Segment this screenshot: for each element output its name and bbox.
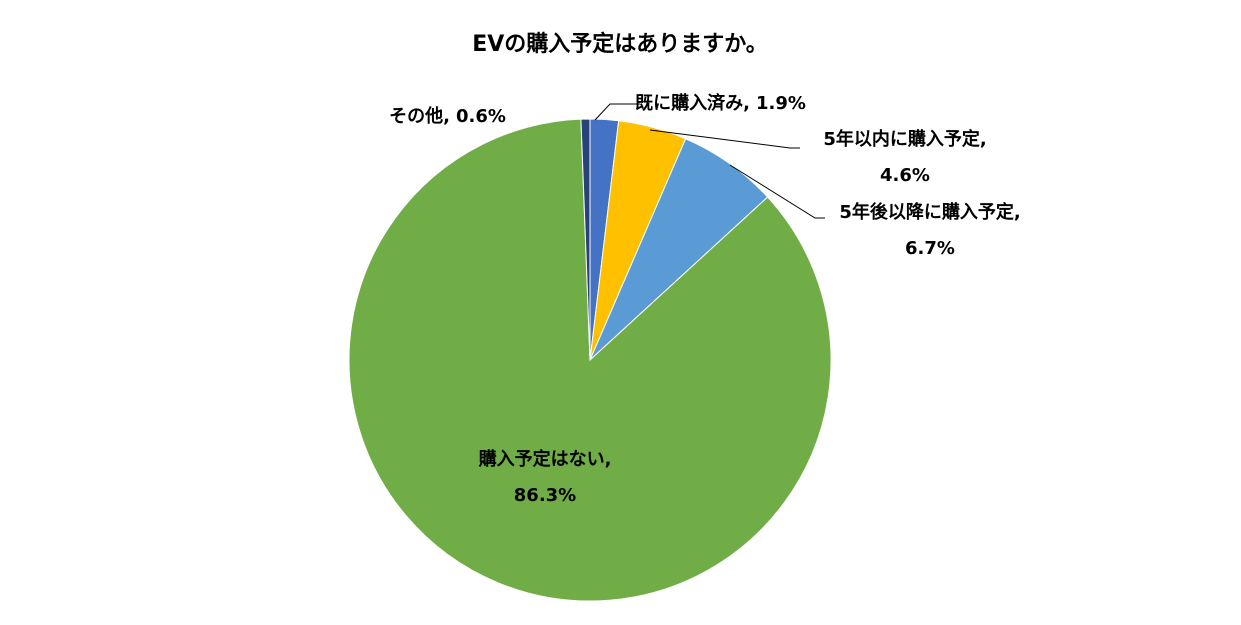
data-label-value: 6.7%: [905, 238, 955, 259]
data-label-value: 4.6%: [880, 165, 930, 186]
leader-line: [649, 129, 800, 149]
data-label-category: 5年以内に購入予定,: [823, 128, 986, 150]
data-label-value: 1.9%: [756, 93, 806, 114]
leader-line: [729, 164, 825, 219]
data-label-value: 86.3%: [514, 485, 576, 506]
data-label-category: その他,: [389, 105, 450, 127]
leader-line: [594, 103, 640, 121]
data-label-category: 既に購入済み,: [635, 92, 750, 114]
pie-slice: [348, 118, 832, 602]
chart-title: EVの購入予定はありますか。: [472, 31, 768, 57]
data-label-category: 5年後以降に購入予定,: [839, 201, 1020, 223]
pie: [348, 118, 832, 602]
data-label-value: 0.6%: [456, 106, 506, 127]
data-label-category: 購入予定はない,: [478, 448, 612, 470]
pie-slice: [580, 118, 591, 361]
